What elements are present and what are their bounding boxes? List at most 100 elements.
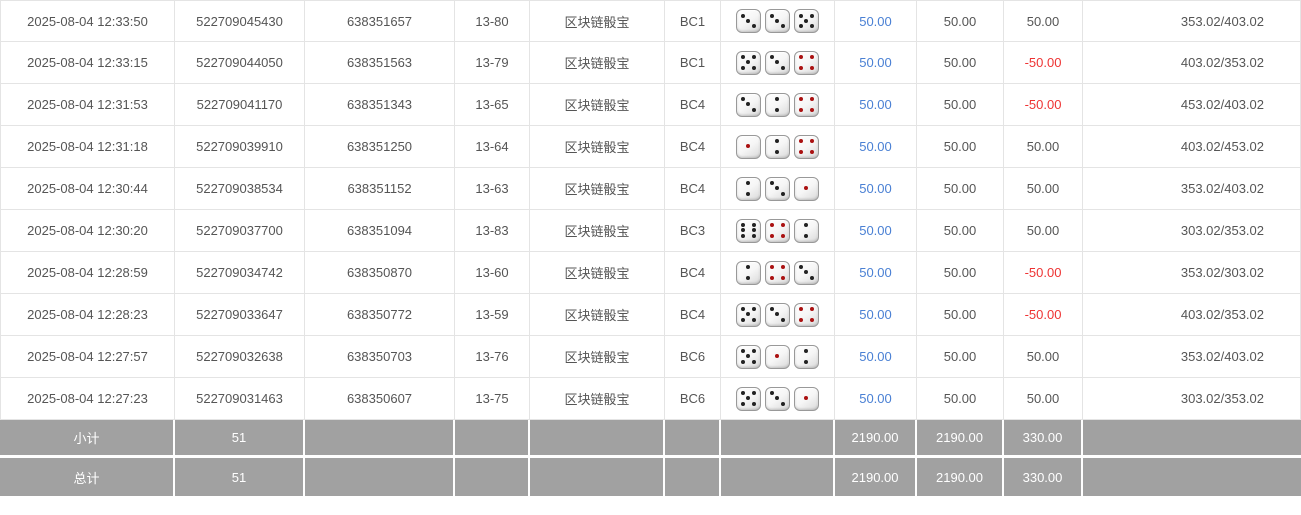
bet-time: 2025-08-04 12:30:20 [0,210,175,252]
balance-before-after: 353.02/403.02 [1083,0,1301,42]
die-icon [736,218,761,243]
winloss-value: -50.00 [1004,252,1083,294]
die-icon [794,386,819,411]
die-icon [765,260,790,285]
table-row: 2025-08-04 12:31:53 522709041170 6383513… [0,84,1301,126]
total-label: 总计 [0,458,175,496]
valid-amount: 50.00 [917,378,1004,420]
bet-amount-link[interactable]: 50.00 [859,181,892,196]
table-row: 2025-08-04 12:28:23 522709033647 6383507… [0,294,1301,336]
footer-empty-cell [1083,420,1301,458]
round-number: 638351152 [305,168,455,210]
die-icon [765,344,790,369]
table-row: 2025-08-04 12:31:18 522709039910 6383512… [0,126,1301,168]
bet-time: 2025-08-04 12:31:53 [0,84,175,126]
bet-amount-link[interactable]: 50.00 [859,391,892,406]
table-row: 2025-08-04 12:33:15 522709044050 6383515… [0,42,1301,84]
table-row: 2025-08-04 12:27:57 522709032638 6383507… [0,336,1301,378]
die-icon [765,9,790,33]
die-icon [794,50,819,75]
winloss-value: 50.00 [1004,126,1083,168]
valid-amount: 50.00 [917,84,1004,126]
valid-amount: 50.00 [917,0,1004,42]
subtotal-label: 小计 [0,420,175,458]
balance-before-after: 353.02/403.02 [1083,168,1301,210]
bet-amount-link[interactable]: 50.00 [859,223,892,238]
balance-before-after: 353.02/403.02 [1083,336,1301,378]
die-icon [736,302,761,327]
die-icon [794,134,819,159]
order-number: 522709045430 [175,0,305,42]
order-number: 522709038534 [175,168,305,210]
dice-result-cell [721,336,835,378]
bet-amount-cell: 50.00 [835,168,917,210]
dice-result-cell [721,252,835,294]
bet-time: 2025-08-04 12:33:15 [0,42,175,84]
table-row: 2025-08-04 12:28:59 522709034742 6383508… [0,252,1301,294]
game-name: 区块链骰宝 [530,210,665,252]
die-icon [736,260,761,285]
footer-empty-cell [665,458,721,496]
subtotal-bet-total: 2190.00 [835,420,917,458]
total-bet-total: 2190.00 [835,458,917,496]
dice-result-cell [721,294,835,336]
table-code: BC1 [665,0,721,42]
issue-number: 13-64 [455,126,530,168]
die-icon [765,218,790,243]
dice-result-cell [721,378,835,420]
subtotal-row: 小计 51 2190.00 2190.00 330.00 [0,420,1301,458]
die-icon [794,260,819,285]
bet-time: 2025-08-04 12:30:44 [0,168,175,210]
balance-before-after: 453.02/403.02 [1083,84,1301,126]
subtotal-count: 51 [175,420,305,458]
die-icon [765,302,790,327]
winloss-value: 50.00 [1004,210,1083,252]
order-number: 522709037700 [175,210,305,252]
bet-amount-link[interactable]: 50.00 [859,139,892,154]
bet-amount-link[interactable]: 50.00 [859,265,892,280]
issue-number: 13-60 [455,252,530,294]
bet-time: 2025-08-04 12:28:59 [0,252,175,294]
bet-amount-link[interactable]: 50.00 [859,307,892,322]
bet-amount-link[interactable]: 50.00 [859,97,892,112]
bet-time: 2025-08-04 12:27:23 [0,378,175,420]
valid-amount: 50.00 [917,252,1004,294]
table-row: 2025-08-04 12:30:44 522709038534 6383511… [0,168,1301,210]
winloss-value: 50.00 [1004,378,1083,420]
table-code: BC6 [665,336,721,378]
order-number: 522709044050 [175,42,305,84]
table-code: BC4 [665,252,721,294]
dice-result-cell [721,126,835,168]
bet-amount-cell: 50.00 [835,0,917,42]
bet-amount-cell: 50.00 [835,84,917,126]
valid-amount: 50.00 [917,126,1004,168]
order-number: 522709039910 [175,126,305,168]
game-name: 区块链骰宝 [530,126,665,168]
bet-amount-link[interactable]: 50.00 [859,13,892,29]
bet-amount-link[interactable]: 50.00 [859,55,892,70]
game-name: 区块链骰宝 [530,0,665,42]
dice-result-cell [721,168,835,210]
footer-empty-cell [665,420,721,458]
balance-before-after: 353.02/303.02 [1083,252,1301,294]
bet-amount-cell: 50.00 [835,252,917,294]
balance-before-after: 403.02/453.02 [1083,126,1301,168]
round-number: 638350607 [305,378,455,420]
round-number: 638351563 [305,42,455,84]
footer-empty-cell [530,458,665,496]
game-name: 区块链骰宝 [530,336,665,378]
bet-time: 2025-08-04 12:33:50 [0,0,175,42]
winloss-value: 50.00 [1004,0,1083,42]
winloss-value: -50.00 [1004,42,1083,84]
table-code: BC4 [665,126,721,168]
table-code: BC1 [665,42,721,84]
die-icon [765,50,790,75]
order-number: 522709041170 [175,84,305,126]
game-name: 区块链骰宝 [530,378,665,420]
issue-number: 13-79 [455,42,530,84]
bet-amount-link[interactable]: 50.00 [859,349,892,364]
die-icon [794,344,819,369]
footer-empty-cell [721,458,835,496]
bet-amount-cell: 50.00 [835,210,917,252]
dice-result-cell [721,42,835,84]
